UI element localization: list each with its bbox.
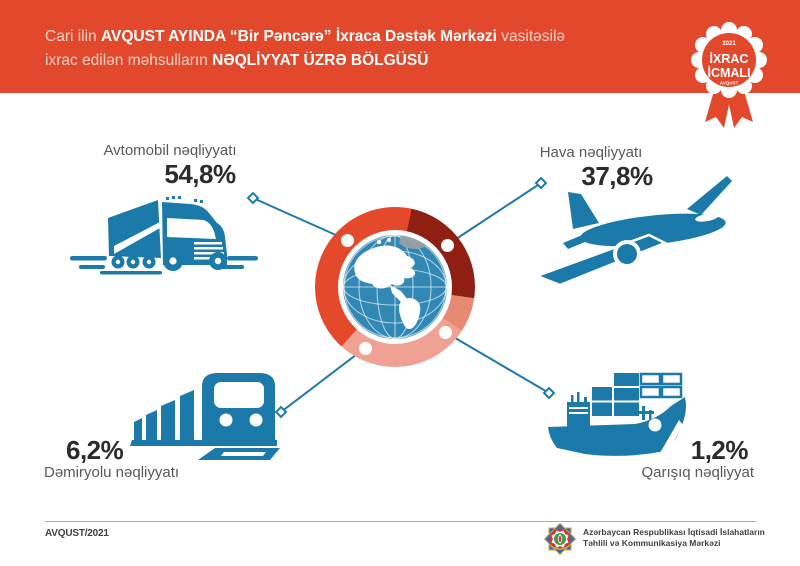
connector-sea-marker-icon [542,386,556,400]
organization-name: Azərbaycan Respublikası İqtisadi İslahat… [583,527,765,549]
label-road-transport: Avtomobil nəqliyyatı [103,142,237,159]
badge-year: 2021 [722,41,736,47]
header-band [0,0,800,93]
connector-sea-line [444,331,550,394]
award-badge: 2021 İXRAC İCMALI AVQUST [688,18,770,130]
value-mixed-transport: 1,2% [690,435,749,465]
airplane-icon [535,176,732,285]
badge-title-1: İXRAC [710,51,749,66]
connector-road-line [252,197,348,241]
value-air-transport: 37,8% [581,161,653,191]
organization-name-line-1: Azərbaycan Respublikası İqtisadi İslahat… [583,527,765,537]
label-air-transport: Hava nəqliyyatı [539,144,643,161]
donut-chart [315,207,475,367]
azerbaijan-emblem-icon [544,523,576,555]
rosette-ribbon-icon: 2021 İXRAC İCMALI AVQUST [691,22,767,128]
cargo-ship-icon [548,371,686,456]
connector-air-line [446,182,542,246]
value-rail-transport: 6,2% [66,435,124,465]
anchor-dot-road [340,233,354,247]
page-title: Cari ilin AVQUST AYINDA “Bir Pəncərə” İx… [45,25,565,72]
anchor-dot-air [440,238,454,252]
anchor-dot-sea [438,325,452,339]
anchor-dot-rail [358,341,372,355]
footer-date: AVQUST/2021 [45,528,109,539]
badge-month: AVQUST [720,81,739,86]
connector-road-marker-icon [246,191,260,205]
train-icon [130,373,280,460]
globe-icon [343,235,447,339]
badge-title-2: İCMALI [707,65,750,80]
truck-icon [70,196,258,275]
connector-air-marker-icon [534,176,548,190]
footer-divider [45,521,756,522]
title-line-2: ixrac edilən məhsulların NƏQLİYYAT ÜZRƏ … [45,51,429,69]
value-road-transport: 54,8% [164,159,236,189]
title-line-1: Cari ilin AVQUST AYINDA “Bir Pəncərə” İx… [45,28,566,45]
organization-name-line-2: Təhlili və Kommunikasiya Mərkəzi [583,538,721,548]
connector-rail-line [280,347,366,413]
label-rail-transport: Dəmiryolu nəqliyyatı [44,464,180,481]
label-mixed-transport: Qarışıq nəqliyyat [641,464,754,481]
connector-rail-marker-icon [274,405,288,419]
